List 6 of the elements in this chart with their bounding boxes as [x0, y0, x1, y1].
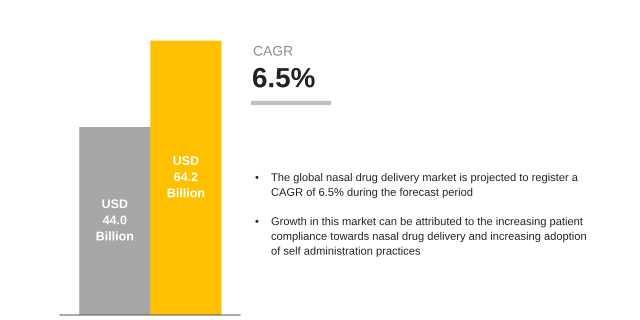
- data-label: USD 64.2 Billion: [168, 156, 204, 198]
- text: • The global nasal drug delivery market is projected to register a CAGR of 6.5% during the forecast period: [255, 173, 578, 198]
- text: 6.5%: [253, 68, 315, 88]
- data-label: USD 44.0 Billion: [96, 199, 134, 241]
- text: CAGR: [254, 46, 292, 56]
- text: • Growth in this market can be attributed to the increasing patient compliance towards nasal drug delivery and increasing adoption of self administration practices: [255, 217, 586, 257]
